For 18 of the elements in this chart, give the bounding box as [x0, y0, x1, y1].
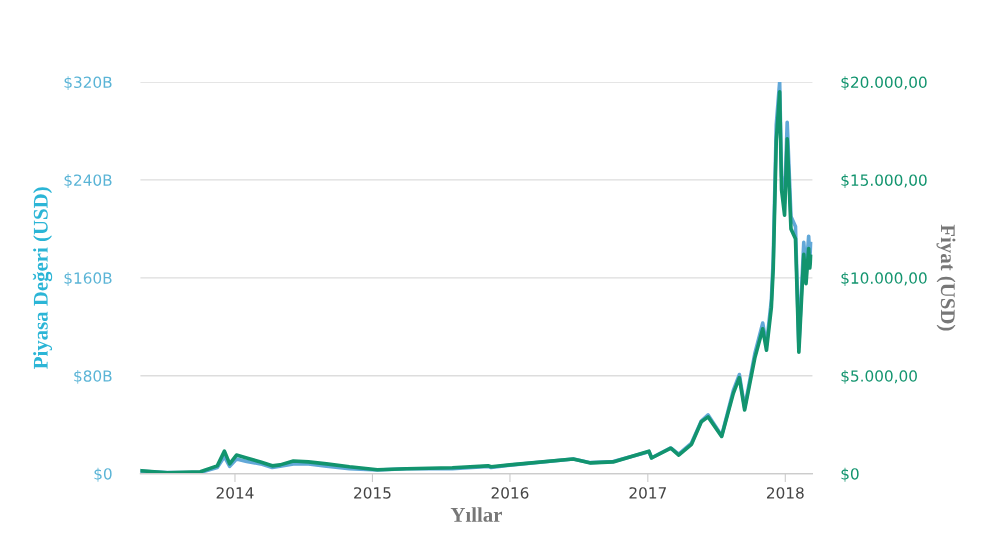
y-tick-label: $240B [64, 174, 112, 188]
y2-tick-label: $15.000,00 [841, 174, 927, 188]
y2-tick-label: $5.000,00 [841, 369, 917, 384]
x-tick-label: 2018 [766, 487, 804, 499]
y-tick-label: $0 [94, 467, 112, 482]
x-tick-label: 2016 [491, 487, 529, 499]
x-tick-label: 2017 [629, 487, 666, 499]
y2-tick-label: $20.000,00 [841, 76, 927, 91]
y-tick-label: $160B [64, 272, 112, 286]
y-tick-label: $320B [64, 76, 112, 91]
y2-axis-title: Fiyat (USD) [936, 224, 956, 331]
y-axis-title: Piyasa Değeri (USD) [32, 187, 53, 369]
y2-tick-label: $10.000,00 [841, 272, 927, 286]
y2-tick-label: $0 [841, 467, 859, 482]
x-axis-title: Yıllar [450, 507, 503, 522]
y-tick-label: $80B [74, 369, 112, 384]
x-tick-label: 2014 [216, 487, 254, 499]
x-tick-label: 2015 [354, 487, 391, 499]
